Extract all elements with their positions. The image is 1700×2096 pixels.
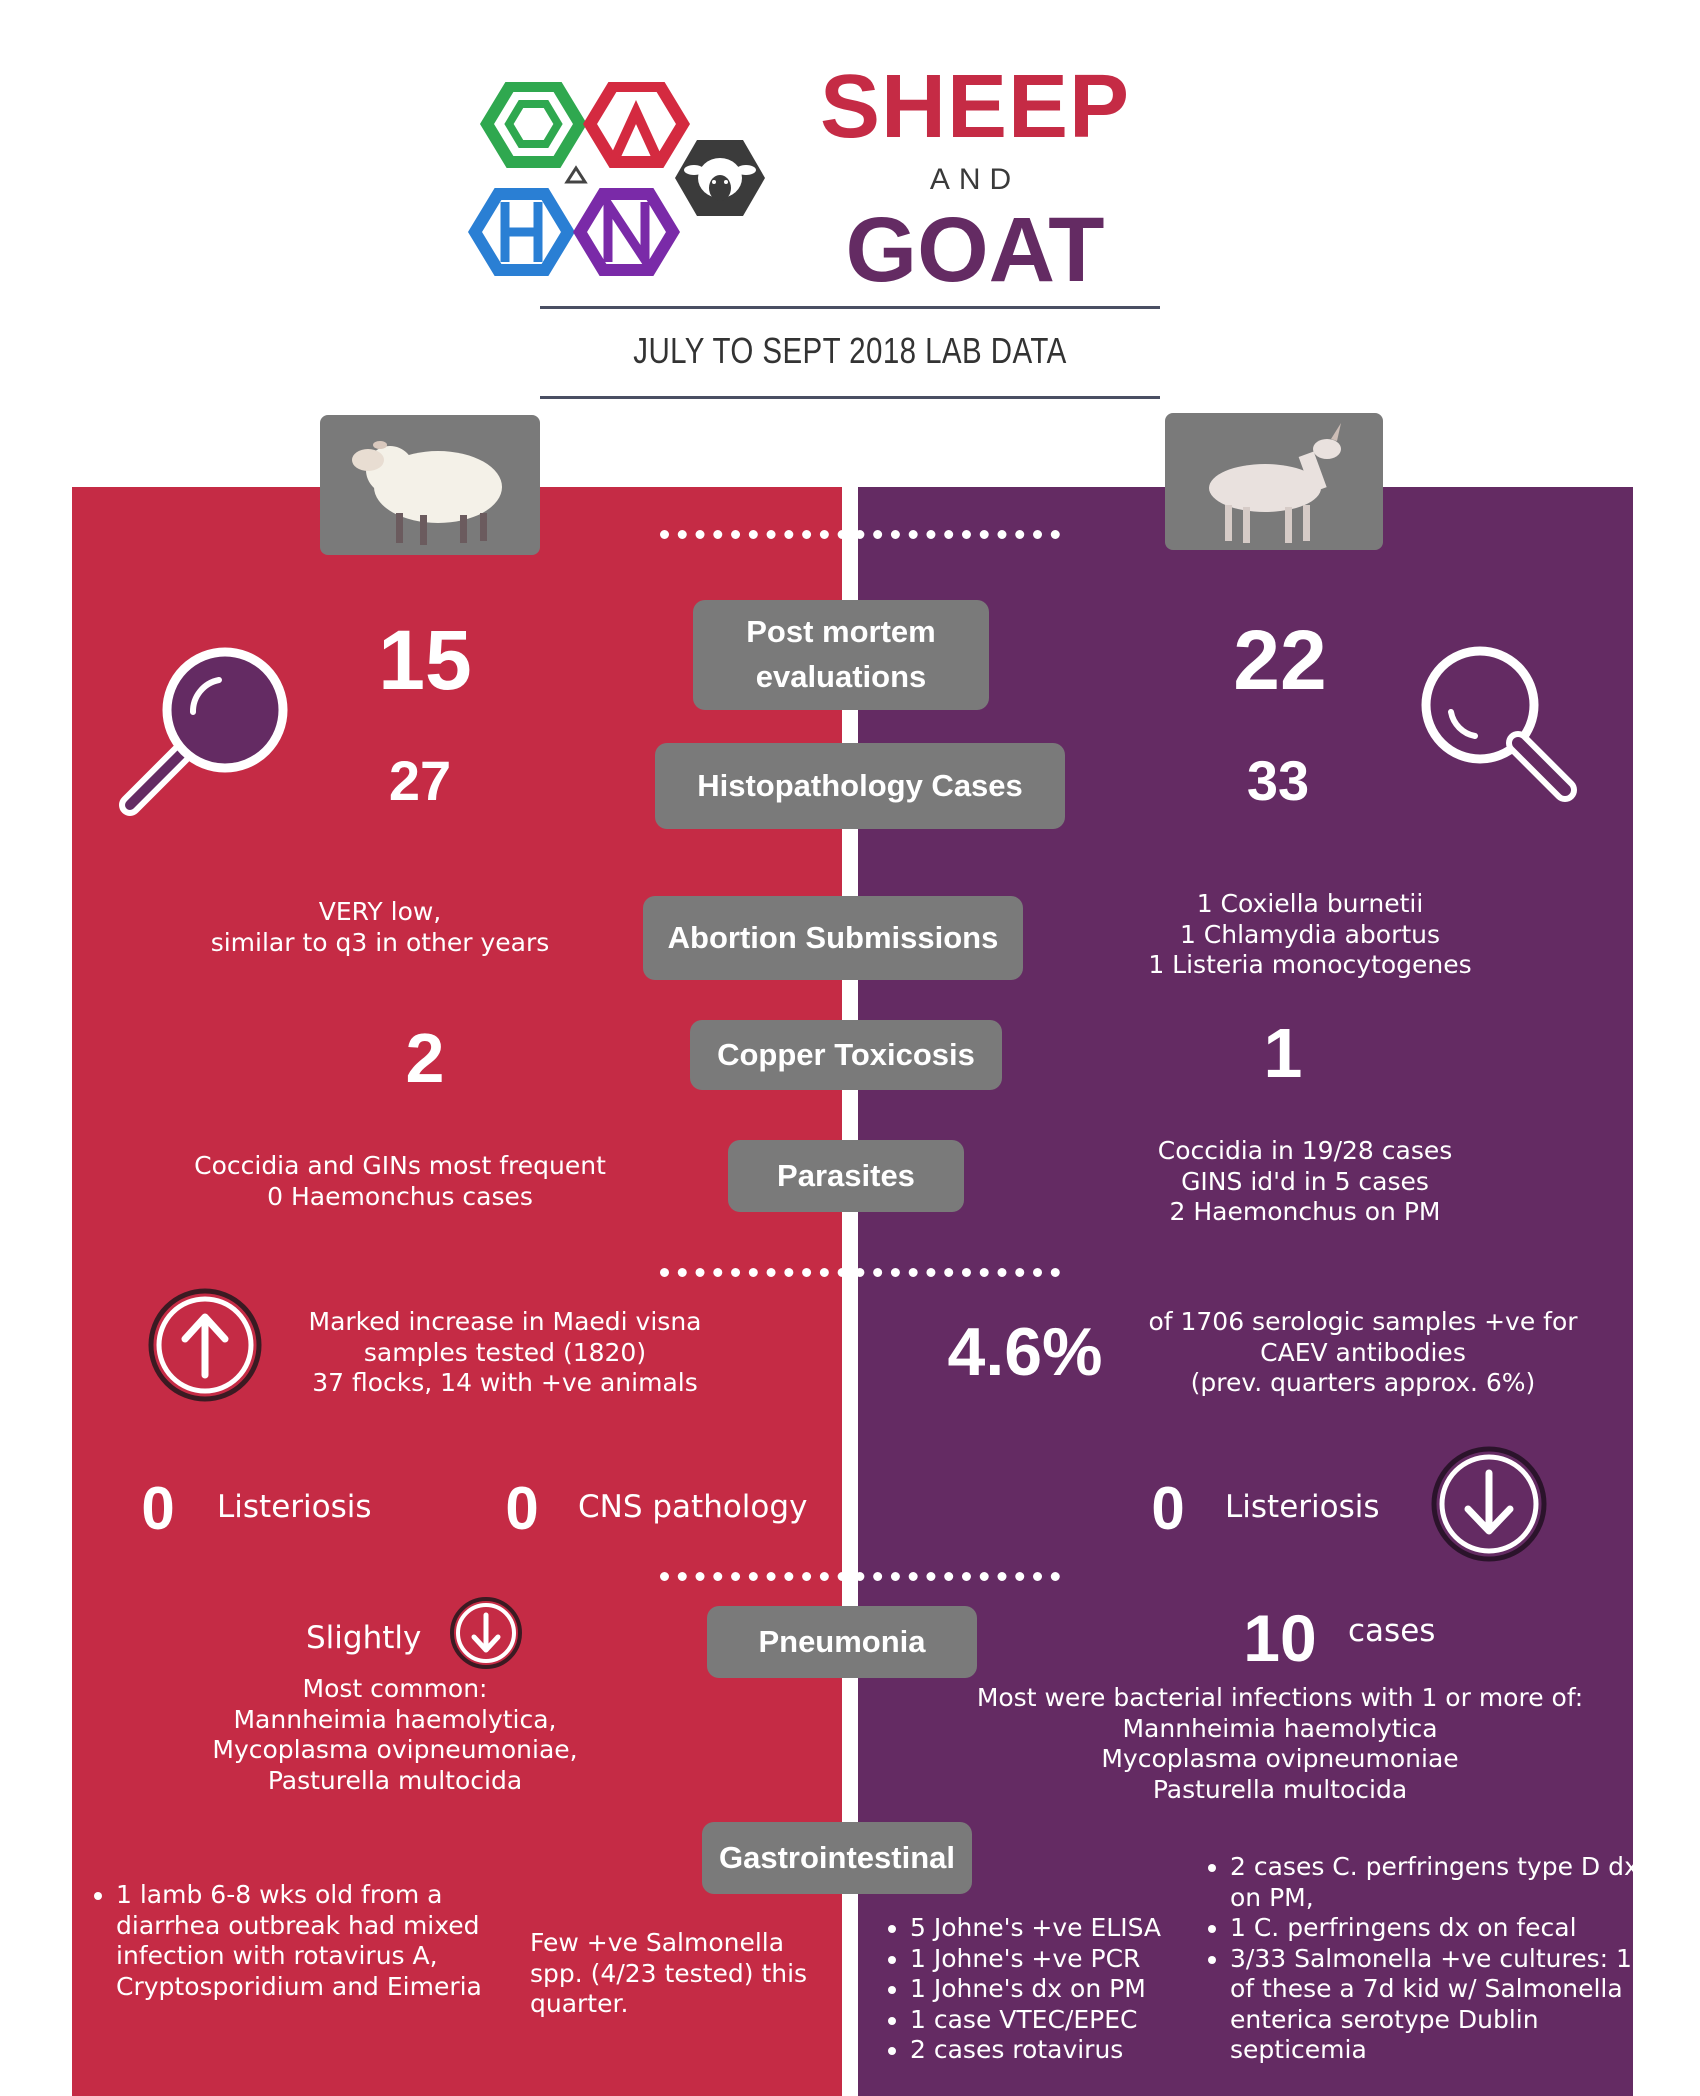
goat-pneumonia-count: 10 — [1243, 1601, 1317, 1675]
sheep-listeriosis-count: 0 — [141, 1475, 175, 1542]
goat-copper-count: 1 — [1263, 1014, 1303, 1092]
label-post-mortem: Post mortem evaluations — [693, 600, 989, 710]
goat-listeriosis-label: Listeriosis — [1225, 1489, 1380, 1525]
list-item: 1 Johne's +ve PCR — [910, 1944, 1230, 1975]
text-line: 1 Coxiella burnetii — [1196, 889, 1424, 918]
sheep-histopathology-count: 27 — [388, 749, 452, 812]
magnifying-glass-icon — [1421, 646, 1577, 802]
goat-caev-note: of 1706 serologic samples +ve for CAEV a… — [1118, 1307, 1608, 1399]
sheep-head-hexagon-icon — [675, 140, 765, 216]
list-item: 3/33 Salmonella +ve cultures: 1 of these… — [1230, 1944, 1650, 2066]
list-item: 5 Johne's +ve ELISA — [910, 1913, 1230, 1944]
text-line: 2 Haemonchus on PM — [1169, 1197, 1441, 1226]
sheep-image-box — [320, 415, 540, 555]
sheep-pneumonia-detail: Most common: Mannheimia haemolytica, Myc… — [160, 1674, 630, 1796]
arrow-up-circle-icon — [148, 1288, 262, 1402]
goat-gi-list-right: 2 cases C. perfringens type D dx on PM, … — [1202, 1852, 1650, 2066]
text-line: 0 Haemonchus cases — [267, 1181, 533, 1211]
sheep-parasites-note: Coccidia and GINs most frequent 0 Haemon… — [150, 1151, 650, 1212]
list-item: 1 lamb 6-8 wks old from a diarrhea outbr… — [116, 1880, 516, 2002]
title-goat: GOAT — [845, 199, 1105, 301]
label-post-mortem-line1: Post mortem — [746, 614, 936, 650]
text-line: Pasturella multocida — [267, 1765, 523, 1795]
text-line: Marked increase in Maedi visna — [308, 1307, 702, 1336]
goat-listeriosis-count: 0 — [1151, 1475, 1185, 1542]
list-item: 1 case VTEC/EPEC — [910, 2005, 1230, 2036]
label-post-mortem-line2: evaluations — [755, 659, 927, 694]
center-divider — [842, 487, 858, 2096]
label-gastrointestinal: Gastrointestinal — [702, 1822, 972, 1894]
text-line: samples tested (1820) — [363, 1337, 647, 1367]
dotted-separator — [660, 1572, 1060, 1581]
title-and: AND — [929, 163, 1021, 196]
sheep-gi-list: 1 lamb 6-8 wks old from a diarrhea outbr… — [88, 1880, 516, 2002]
goat-post-mortem-count: 22 — [1233, 613, 1327, 707]
sheep-icon — [352, 441, 502, 545]
sheep-pneumonia-trend: Slightly — [306, 1620, 422, 1656]
sheep-maedi-visna-note: Marked increase in Maedi visna samples t… — [280, 1307, 730, 1399]
text-line: 1 Chlamydia abortus — [1179, 919, 1441, 949]
label-parasites: Parasites — [728, 1140, 964, 1212]
goat-icon — [1209, 423, 1341, 543]
text-line: 37 flocks, 14 with +ve animals — [312, 1368, 698, 1397]
arrow-down-circle-icon — [450, 1597, 522, 1669]
sheep-listeriosis-label: Listeriosis — [217, 1489, 372, 1525]
sheep-post-mortem-count: 15 — [378, 613, 472, 707]
list-item: 1 C. perfringens dx on fecal — [1230, 1913, 1650, 1944]
text-line: Mannheimia haemolytica, — [233, 1704, 557, 1734]
sheep-gi-salmonella: Few +ve Salmonella spp. (4/23 tested) th… — [530, 1928, 808, 2018]
goat-parasites-note: Coccidia in 19/28 cases GINS id'd in 5 c… — [1110, 1136, 1500, 1228]
text-line: similar to q3 in other years — [210, 927, 550, 957]
header-rule-bottom — [540, 396, 1160, 399]
list-item: 1 Johne's dx on PM — [910, 1974, 1230, 2005]
label-copper: Copper Toxicosis — [690, 1020, 1002, 1090]
hexagon-letters-logo — [467, 82, 765, 276]
goat-abortion-list: 1 Coxiella burnetii 1 Chlamydia abortus … — [1100, 889, 1520, 981]
text-line: Mycoplasma ovipneumoniae — [1101, 1744, 1459, 1773]
goat-pneumonia-detail: Most were bacterial infections with 1 or… — [950, 1683, 1610, 1805]
goat-gi-list-left: 5 Johne's +ve ELISA 1 Johne's +ve PCR 1 … — [882, 1913, 1230, 2066]
text-line: Mycoplasma ovipneumoniae, — [212, 1735, 578, 1764]
text-line: Mannheimia haemolytica — [1122, 1713, 1438, 1743]
sheep-abortion-note: VERY low, similar to q3 in other years — [180, 897, 580, 958]
goat-histopathology-count: 33 — [1246, 749, 1310, 812]
text-line: Coccidia in 19/28 cases — [1157, 1136, 1453, 1165]
list-item: 2 cases rotavirus — [910, 2035, 1230, 2066]
dotted-separator — [660, 1268, 1060, 1277]
text-line: VERY low, — [318, 897, 442, 926]
sheep-copper-count: 2 — [405, 1019, 445, 1097]
text-line: Pasturella multocida — [1152, 1774, 1408, 1804]
header-rule-top — [540, 306, 1160, 309]
goat-pneumonia-unit: cases — [1348, 1613, 1436, 1649]
dotted-separator — [660, 530, 1060, 539]
text-line: of 1706 serologic samples +ve for — [1148, 1307, 1578, 1336]
magnifying-glass-icon — [119, 647, 288, 816]
arrow-down-circle-icon — [1431, 1446, 1547, 1562]
text-line: (prev. quarters approx. 6%) — [1190, 1368, 1536, 1397]
text-line: Most were bacterial infections with 1 or… — [976, 1683, 1584, 1712]
page-subtitle: JULY TO SEPT 2018 LAB DATA — [633, 330, 1067, 371]
text-line: 1 Listeria monocytogenes — [1148, 950, 1472, 979]
goat-caev-percent: 4.6% — [947, 1314, 1103, 1390]
label-pneumonia: Pneumonia — [707, 1606, 977, 1678]
text-line: GINS id'd in 5 cases — [1181, 1166, 1429, 1196]
title-sheep: SHEEP — [819, 57, 1131, 157]
label-histopathology: Histopathology Cases — [655, 743, 1065, 829]
label-abortion: Abortion Submissions — [643, 896, 1023, 980]
sheep-cns-count: 0 — [505, 1475, 539, 1542]
text-line: CAEV antibodies — [1260, 1337, 1466, 1367]
list-item: 2 cases C. perfringens type D dx on PM, — [1230, 1852, 1650, 1913]
text-line: Most common: — [302, 1674, 488, 1703]
sheep-cns-label: CNS pathology — [578, 1489, 808, 1525]
goat-image-box — [1165, 413, 1383, 550]
text-line: Coccidia and GINs most frequent — [194, 1151, 606, 1180]
